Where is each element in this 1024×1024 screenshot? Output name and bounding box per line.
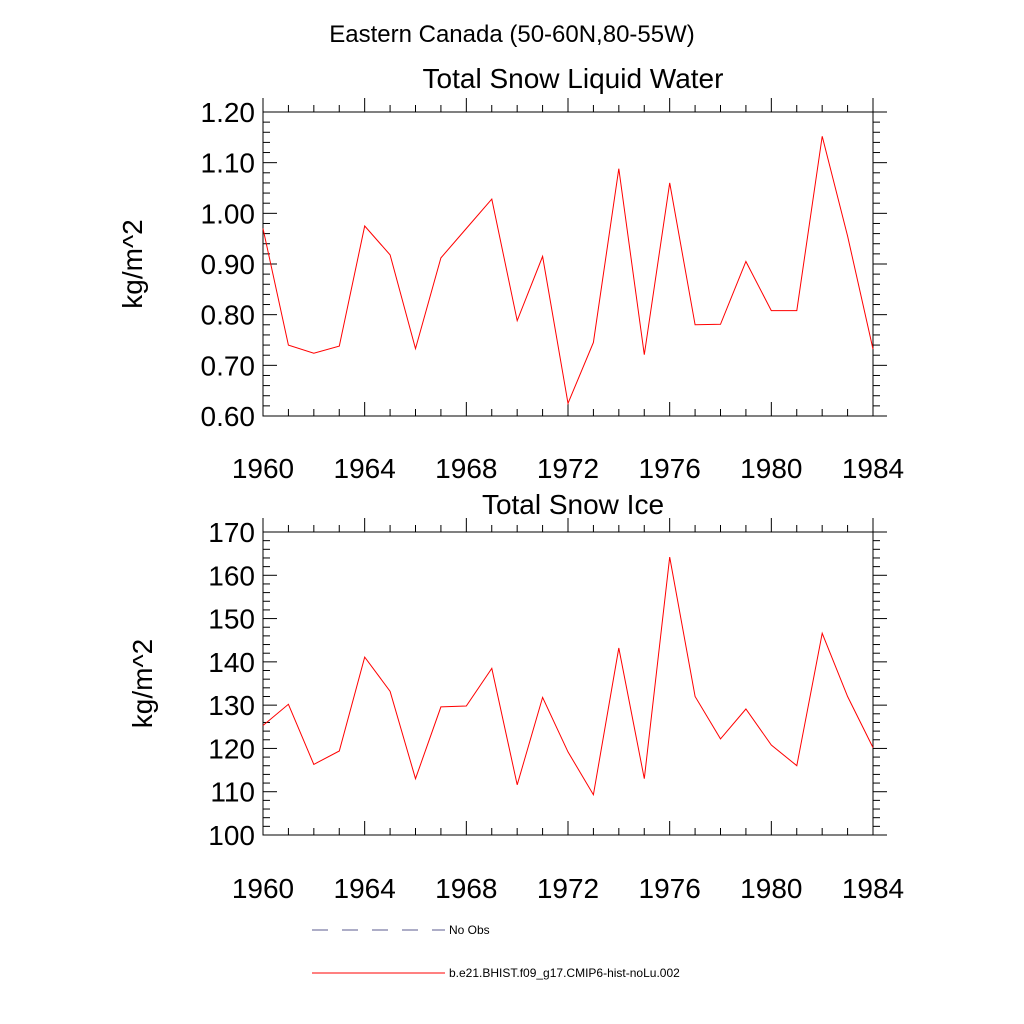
y-tick-label: 130 bbox=[208, 690, 255, 721]
legend: No Obs b.e21.BHIST.f09_g17.CMIP6-hist-no… bbox=[312, 923, 680, 980]
series-line bbox=[262, 557, 874, 797]
plot-frame bbox=[262, 531, 874, 836]
data-point bbox=[568, 751, 569, 752]
x-tick-label: 1972 bbox=[537, 873, 599, 904]
plot-frame bbox=[262, 111, 874, 417]
x-tick-label: 1976 bbox=[639, 873, 701, 904]
data-point bbox=[593, 794, 594, 795]
data-point bbox=[796, 310, 797, 311]
y-tick-label: 110 bbox=[210, 777, 255, 808]
data-point bbox=[415, 778, 416, 779]
y-tick-label: 160 bbox=[208, 560, 255, 591]
data-point bbox=[568, 403, 569, 404]
data-point bbox=[313, 353, 314, 354]
data-point bbox=[542, 697, 543, 698]
data-point bbox=[822, 136, 823, 137]
data-point bbox=[390, 254, 391, 255]
y-axis-label: kg/m^2 bbox=[127, 639, 158, 728]
data-point bbox=[263, 228, 264, 229]
data-point bbox=[847, 696, 848, 697]
y-tick-label: 150 bbox=[208, 604, 255, 635]
x-tick-label: 1972 bbox=[537, 453, 599, 484]
x-tick-label: 1984 bbox=[842, 453, 904, 484]
series-line bbox=[262, 136, 874, 406]
data-point bbox=[873, 747, 874, 748]
panel-snow-ice: Total Snow Ice 1960 1964 1968 1972 1976 1980 19… bbox=[127, 489, 904, 904]
data-point bbox=[771, 745, 772, 746]
data-point bbox=[364, 226, 365, 227]
data-point bbox=[491, 199, 492, 200]
y-tick-label: 140 bbox=[208, 647, 255, 678]
data-point bbox=[517, 784, 518, 785]
x-tick-label: 1960 bbox=[232, 453, 294, 484]
y-tick-label: 0.60 bbox=[201, 401, 256, 432]
y-tick-label: 100 bbox=[208, 820, 255, 851]
data-point bbox=[644, 354, 645, 355]
x-tick-label: 1968 bbox=[435, 453, 497, 484]
data-point bbox=[618, 168, 619, 169]
data-point bbox=[466, 228, 467, 229]
y-tick-label: 0.90 bbox=[201, 249, 256, 280]
data-point bbox=[593, 342, 594, 343]
data-point bbox=[644, 778, 645, 779]
figure-title: Eastern Canada (50-60N,80-55W) bbox=[329, 21, 695, 48]
data-point bbox=[415, 348, 416, 349]
y-tick-label: 120 bbox=[208, 733, 255, 764]
data-point bbox=[771, 310, 772, 311]
legend-label-model: b.e21.BHIST.f09_g17.CMIP6-hist-noLu.002 bbox=[449, 966, 680, 980]
y-tick-label: 1.20 bbox=[201, 97, 256, 128]
data-point bbox=[313, 764, 314, 765]
data-point bbox=[822, 633, 823, 634]
data-point bbox=[669, 557, 670, 558]
x-tick-label: 1960 bbox=[232, 873, 294, 904]
data-point bbox=[873, 349, 874, 350]
data-point bbox=[720, 324, 721, 325]
x-tick-label: 1964 bbox=[334, 453, 396, 484]
data-point bbox=[339, 346, 340, 347]
x-tick-label: 1976 bbox=[639, 453, 701, 484]
legend-label-no-obs: No Obs bbox=[449, 923, 490, 937]
y-tick-label: 0.70 bbox=[201, 350, 256, 381]
data-point bbox=[847, 236, 848, 237]
data-point bbox=[466, 706, 467, 707]
panel-snow-liquid-water: Total Snow Liquid Water 1960 1964 1968 1972 1… bbox=[117, 63, 904, 484]
data-point bbox=[491, 668, 492, 669]
data-point bbox=[796, 765, 797, 766]
chart-title: Total Snow Ice bbox=[482, 489, 664, 520]
data-point bbox=[263, 725, 264, 726]
y-tick-label: 1.10 bbox=[201, 148, 256, 179]
data-point bbox=[288, 345, 289, 346]
data-point bbox=[364, 657, 365, 658]
data-point bbox=[618, 648, 619, 649]
x-tick-label: 1980 bbox=[740, 873, 802, 904]
y-tick-label: 170 bbox=[208, 517, 255, 548]
x-tick-label: 1984 bbox=[842, 873, 904, 904]
data-point bbox=[288, 704, 289, 705]
data-point bbox=[745, 709, 746, 710]
y-tick-label: 1.00 bbox=[201, 198, 256, 229]
y-tick-label: 0.80 bbox=[201, 300, 256, 331]
chart-title: Total Snow Liquid Water bbox=[423, 63, 724, 94]
data-point bbox=[517, 320, 518, 321]
data-point bbox=[720, 738, 721, 739]
data-point bbox=[745, 261, 746, 262]
data-point bbox=[440, 257, 441, 258]
x-tick-label: 1980 bbox=[740, 453, 802, 484]
y-axis-label: kg/m^2 bbox=[117, 219, 148, 308]
data-point bbox=[695, 324, 696, 325]
data-point bbox=[695, 696, 696, 697]
data-point bbox=[440, 706, 441, 707]
data-point bbox=[542, 256, 543, 257]
data-point bbox=[339, 751, 340, 752]
data-point bbox=[390, 691, 391, 692]
data-point bbox=[669, 182, 670, 183]
x-tick-label: 1968 bbox=[435, 873, 497, 904]
x-tick-label: 1964 bbox=[334, 873, 396, 904]
